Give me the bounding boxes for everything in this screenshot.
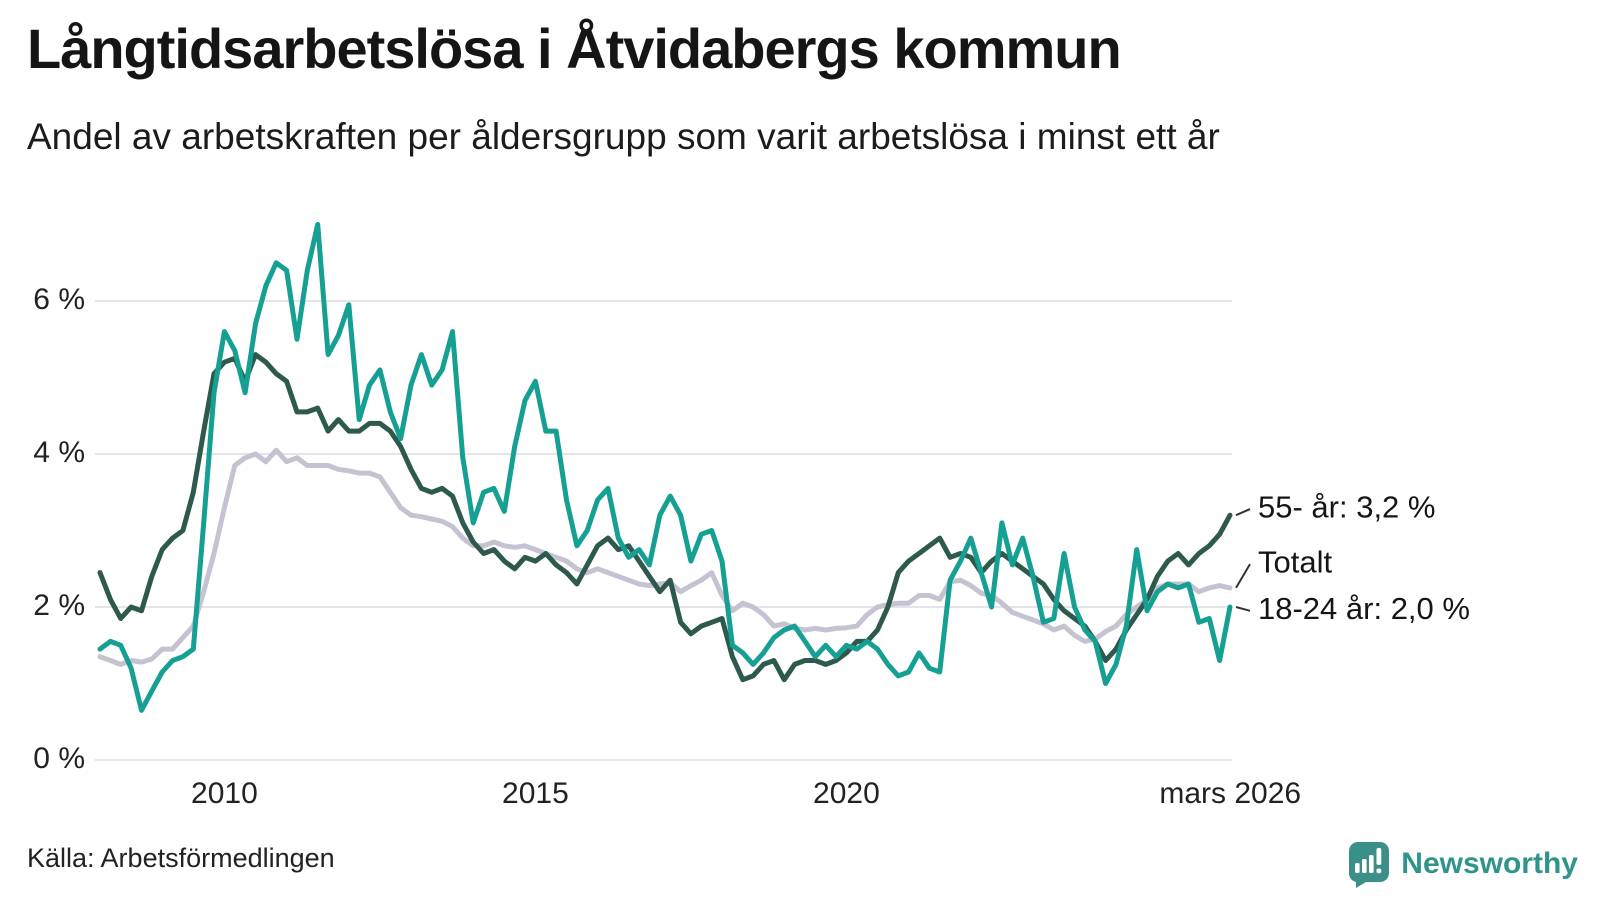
label-leader-line	[1235, 508, 1251, 517]
label-leader-line	[1235, 563, 1251, 589]
series-end-label: 18-24 år: 2,0 %	[1258, 591, 1470, 626]
series-end-label: 55- år: 3,2 %	[1258, 489, 1435, 524]
y-axis-label: 2 %	[33, 589, 85, 622]
label-leader-line	[1235, 606, 1251, 612]
series-end-label: Totalt	[1258, 544, 1332, 579]
newsworthy-logo: Newsworthy	[1346, 840, 1578, 888]
newsworthy-icon	[1349, 842, 1390, 888]
y-axis-label: 6 %	[33, 283, 85, 316]
series-line-18-24r	[97, 222, 1233, 713]
y-axis-label: 0 %	[33, 742, 85, 775]
chart-subtitle: Andel av arbetskraften per åldersgrupp s…	[27, 116, 1220, 157]
y-axis-label: 4 %	[33, 436, 85, 469]
x-axis-label: mars 2026	[1159, 777, 1301, 810]
x-axis-label: 2015	[502, 777, 569, 810]
newsworthy-wordmark: Newsworthy	[1401, 847, 1578, 880]
x-axis-label: 2010	[191, 777, 258, 810]
series-line-55-r	[97, 352, 1233, 683]
series-line-totalt	[97, 447, 1233, 667]
source-note: Källa: Arbetsförmedlingen	[27, 843, 335, 873]
chart-title: Långtidsarbetslösa i Åtvidabergs kommun	[27, 17, 1122, 80]
x-axis-label: 2020	[813, 777, 880, 810]
